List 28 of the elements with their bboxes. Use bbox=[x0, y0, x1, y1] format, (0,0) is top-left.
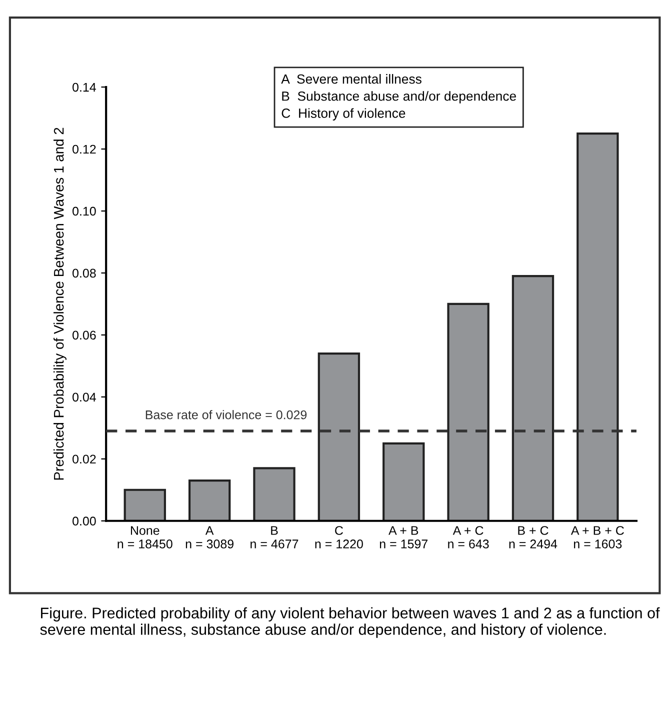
y-tick-label: 0.14 bbox=[72, 82, 96, 92]
y-tick-label: 0.10 bbox=[72, 206, 96, 216]
bar bbox=[576, 132, 619, 521]
y-tick-label: 0.06 bbox=[72, 330, 96, 340]
x-tick-label: A + B n = 1597 bbox=[380, 526, 428, 548]
x-tick-label: B + C n = 2494 bbox=[509, 526, 558, 548]
bar bbox=[447, 302, 490, 521]
text: Figure. Predicted probability of any violent behavior between waves 1 and 2 as a function of severe mental illness, substance abuse and/or dependence, and history of violence. bbox=[40, 607, 660, 638]
x-tick-label: None n = 18450 bbox=[118, 526, 172, 548]
bar bbox=[318, 352, 360, 521]
ref-line-label: Base rate of violence = 0.029 bbox=[146, 410, 307, 420]
y-axis-title: Predicted Probability of Violence Between Waves 1 and 2 bbox=[54, 128, 66, 480]
bar bbox=[188, 480, 231, 521]
bar bbox=[124, 488, 166, 521]
y-tick-label: 0.12 bbox=[72, 144, 96, 154]
x-tick-label: A + C n = 643 bbox=[448, 526, 489, 548]
y-tick-label: 0.02 bbox=[72, 454, 96, 464]
y-tick-label: 0.08 bbox=[72, 268, 96, 278]
bar bbox=[253, 467, 296, 521]
annotation: A Severe mental illness B Substance abuse and/or dependence C History of violence bbox=[281, 74, 516, 120]
x-tick-label: A n = 3089 bbox=[186, 526, 234, 548]
y-tick-label: 0.04 bbox=[72, 392, 96, 402]
y-tick-label: 0.00 bbox=[72, 516, 96, 526]
x-tick-label: C n = 1220 bbox=[315, 526, 363, 548]
x-tick-label: A + B + C n = 1603 bbox=[570, 526, 624, 548]
x-tick-label: B n = 4677 bbox=[250, 526, 298, 548]
bar bbox=[382, 442, 425, 521]
bar bbox=[512, 275, 554, 521]
